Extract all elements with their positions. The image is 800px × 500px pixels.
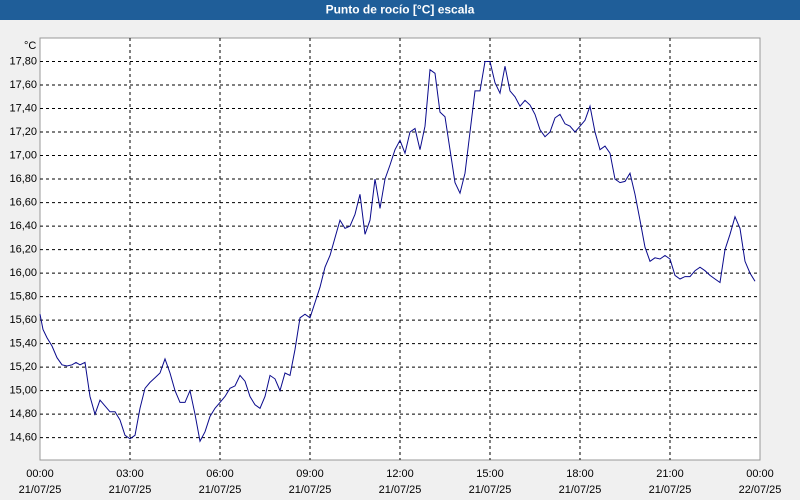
y-unit: °C: [24, 40, 36, 52]
y-tick-label: 16,40: [9, 220, 37, 232]
y-tick-label: 15,80: [9, 291, 37, 303]
y-tick-label: 16,20: [9, 243, 37, 255]
x-tick-date: 21/07/25: [109, 484, 152, 496]
chart-title: Punto de rocío [°C] escala: [326, 3, 475, 17]
y-tick-label: 16,00: [9, 267, 37, 279]
x-tick-label: 15:00: [476, 468, 504, 480]
y-tick-label: 17,40: [9, 102, 37, 114]
x-tick-label: 06:00: [206, 468, 234, 480]
x-tick-date: 21/07/25: [469, 484, 512, 496]
x-tick-date: 21/07/25: [289, 484, 332, 496]
x-tick-date: 21/07/25: [649, 484, 692, 496]
y-tick-label: 15,00: [9, 385, 37, 397]
x-tick-date: 21/07/25: [19, 484, 62, 496]
title-bar: [0, 0, 800, 20]
x-tick-label: 09:00: [296, 468, 324, 480]
x-tick-date: 21/07/25: [199, 484, 242, 496]
y-tick-label: 16,80: [9, 173, 37, 185]
x-tick-label: 00:00: [746, 468, 774, 480]
x-tick-label: 00:00: [26, 468, 54, 480]
y-tick-label: 17,80: [9, 55, 37, 67]
x-tick-date: 21/07/25: [379, 484, 422, 496]
y-tick-label: 14,80: [9, 408, 37, 420]
y-tick-label: 15,60: [9, 314, 37, 326]
x-tick-label: 12:00: [386, 468, 414, 480]
x-tick-label: 18:00: [566, 468, 594, 480]
x-tick-date: 22/07/25: [739, 484, 782, 496]
data-line: [39, 61, 756, 443]
y-tick-label: 14,60: [9, 432, 37, 444]
y-tick-label: 17,60: [9, 79, 37, 91]
y-tick-label: 15,40: [9, 338, 37, 350]
y-tick-label: 15,20: [9, 361, 37, 373]
x-tick-label: 03:00: [116, 468, 144, 480]
x-tick-date: 21/07/25: [559, 484, 602, 496]
y-tick-label: 17,00: [9, 149, 37, 161]
x-tick-label: 21:00: [656, 468, 684, 480]
y-tick-label: 17,20: [9, 126, 37, 138]
y-tick-label: 16,60: [9, 196, 37, 208]
